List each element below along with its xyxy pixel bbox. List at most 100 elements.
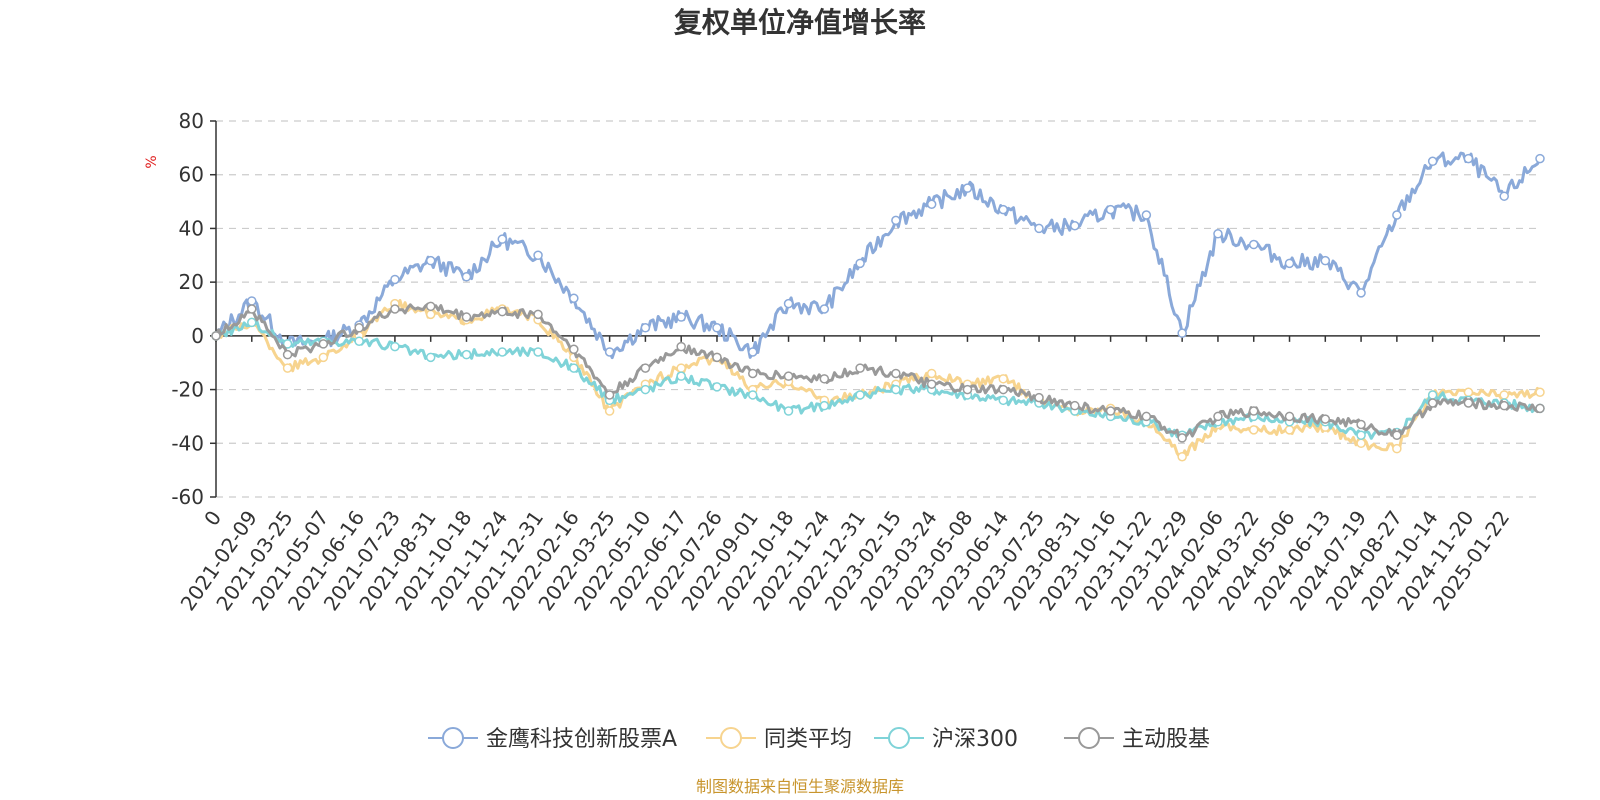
series-point [1427,398,1438,408]
series-point [1356,430,1366,440]
series-point [282,363,293,373]
y-tick-label: -60 [171,485,204,509]
series-point [1392,443,1402,454]
series-point [604,406,615,416]
series-point [1177,328,1187,338]
series-point [1284,258,1295,269]
legend-item[interactable]: 沪深300 [874,727,1018,752]
series-point [1392,430,1402,440]
series-point [1463,153,1474,164]
series-point [1213,229,1223,239]
series-point [247,296,257,306]
series-point [533,347,543,357]
series-point [533,309,543,320]
legend-marker-icon [720,727,742,749]
series-point [1105,204,1116,215]
series-point [712,352,722,363]
series-point [998,384,1008,395]
y-tick-label: -20 [171,378,204,402]
series-point [1499,191,1509,201]
series-point [1427,390,1438,400]
y-tick-label: 60 [179,163,204,187]
series-point [461,312,472,322]
series-point [748,347,758,357]
series-line [215,299,1542,459]
series-point [354,336,364,346]
series-point [783,406,794,416]
legend-label: 沪深300 [932,727,1018,752]
series-point [783,298,794,309]
legend-label: 主动股基 [1122,727,1210,752]
series-point [640,384,651,395]
series-point [425,352,436,363]
series-point [1320,255,1331,266]
series-point [891,368,901,379]
y-axis: 80 60 40 20 0 -20 -40 -60 [171,109,217,509]
series-point [1213,411,1223,422]
series-point [998,374,1008,384]
legend-label: 同类平均 [764,727,852,752]
y-axis-unit: % [144,155,160,168]
series-point [1356,288,1366,298]
series-point [1463,387,1474,398]
series-point [855,258,865,269]
series-point [1177,451,1187,462]
series-point [676,363,686,373]
series-point [282,339,293,349]
series-point [1320,414,1331,424]
series-point [318,339,329,349]
legend[interactable]: 金鹰科技创新股票A 同类平均 沪深300 主动股基 [428,727,1210,752]
series-point [676,341,686,352]
series-point [211,331,221,341]
legend-item[interactable]: 金鹰科技创新股票A [428,727,677,752]
series-point [1248,425,1259,435]
series-point [1535,387,1545,398]
legend-item[interactable]: 主动股基 [1064,727,1210,752]
series-point [533,250,543,261]
series-point [926,368,937,379]
series-point [497,306,508,317]
series-point [354,323,364,333]
series-point [1284,425,1295,435]
series-group [211,151,1545,462]
y-tick-label: 40 [179,216,204,240]
series-point [390,274,400,285]
source-note: 制图数据来自恒生聚源数据库 [696,777,904,796]
legend-marker-icon [888,727,910,749]
series-point [247,317,257,328]
series-point [1034,392,1044,403]
series-point [676,312,686,322]
series-point [1177,433,1187,443]
series-point [819,374,830,384]
legend-label: 金鹰科技创新股票A [486,727,677,752]
series-point [712,323,722,333]
series-point [318,352,329,363]
series-point [1499,390,1509,400]
series-point [1356,438,1366,449]
series-point [247,304,257,314]
series-point [1141,411,1152,422]
series-point [569,344,579,355]
series-point [1392,210,1402,220]
series-point [1070,400,1080,411]
series-point [425,301,436,312]
series-point [819,304,830,314]
series-point [891,215,901,226]
legend-marker-icon [1078,727,1100,749]
series-point [1105,406,1116,416]
series-point [855,390,865,400]
series-point [962,384,973,395]
series-point [497,347,508,357]
series-point [998,204,1008,215]
series-point [998,395,1008,406]
series-point [1427,156,1438,167]
series-point [390,341,400,352]
series-point [1284,411,1295,422]
series-point [1248,239,1259,250]
y-tick-label: 80 [179,109,204,133]
series-point [569,363,579,373]
series-point [604,347,615,357]
series-point [891,384,901,395]
legend-item[interactable]: 同类平均 [706,727,852,752]
